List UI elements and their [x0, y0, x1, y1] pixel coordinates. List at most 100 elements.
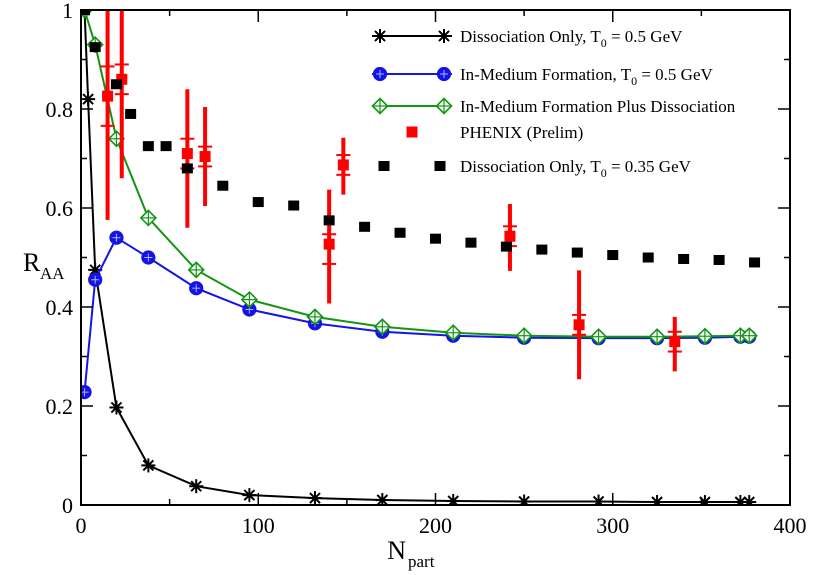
series-2	[81, 10, 758, 346]
data-point-stroke	[700, 496, 711, 505]
data-point	[102, 90, 114, 102]
data-point	[217, 180, 229, 191]
data-point	[740, 327, 758, 345]
y-tick-label: 0.4	[46, 295, 74, 320]
legend-marker-stroke	[374, 30, 386, 42]
data-point-stroke	[735, 496, 747, 505]
legend-marker	[435, 97, 453, 115]
y-tick-label: 0.6	[46, 196, 74, 221]
data-point	[373, 318, 391, 336]
data-point	[240, 290, 259, 309]
legend-label: In-Medium Formation, T0 = 0.5 GeV	[460, 65, 714, 88]
data-point-stroke	[652, 496, 663, 505]
data-point	[394, 227, 406, 238]
legend-label-main: In-Medium Formation, T	[460, 65, 632, 84]
series-3	[100, 10, 682, 380]
legend-entry-4: Dissociation Only, T0 = 0.35 GeV	[378, 157, 692, 180]
data-point	[189, 479, 204, 494]
data-point	[337, 159, 349, 171]
data-point	[571, 247, 583, 258]
data-point	[713, 254, 725, 265]
legend-label: In-Medium Formation Plus Dissociation	[460, 97, 736, 116]
data-point-stroke	[376, 494, 389, 505]
data-point	[697, 495, 712, 505]
x-tick-label: 300	[596, 513, 629, 538]
data-point	[110, 79, 122, 90]
data-point	[181, 148, 193, 160]
data-point-stroke	[82, 93, 94, 105]
legend-marker	[437, 29, 451, 43]
data-point	[589, 328, 608, 346]
legend-entry-2: In-Medium Formation Plus Dissociation	[371, 97, 736, 116]
series-4	[81, 10, 761, 268]
data-point	[430, 233, 441, 244]
legend-marker	[373, 29, 387, 43]
y-tick-label: 0.8	[46, 97, 74, 122]
legend: Dissociation Only, T0 = 0.5 GeVIn-Medium…	[371, 27, 736, 180]
data-point-stroke	[309, 492, 321, 504]
data-point	[749, 257, 761, 268]
y-axis-title-sub: AA	[40, 264, 65, 283]
data-point	[81, 10, 91, 15]
legend-label-sub: 0	[631, 74, 637, 88]
data-point	[648, 328, 666, 346]
data-point-stroke	[744, 496, 755, 505]
x-tick-label: 100	[242, 513, 275, 538]
data-point	[288, 200, 300, 211]
series-line	[83, 10, 750, 504]
data-point	[81, 385, 92, 400]
x-tick-label: 400	[774, 513, 807, 538]
legend-label: Dissociation Only, T0 = 0.5 GeV	[460, 27, 683, 50]
data-point	[141, 458, 156, 473]
legend-entry-0: Dissociation Only, T0 = 0.5 GeV	[372, 27, 683, 50]
legend-marker	[436, 66, 452, 82]
data-point	[504, 230, 516, 242]
legend-marker-stroke	[438, 30, 450, 42]
x-axis-title: N	[387, 536, 406, 565]
data-point	[515, 327, 533, 345]
data-point	[109, 400, 124, 415]
series-0	[81, 10, 757, 505]
data-point	[669, 336, 681, 348]
data-point	[306, 308, 324, 326]
data-point-stroke	[110, 401, 123, 414]
data-point	[89, 42, 101, 53]
legend-label-main: Dissociation Only, T	[460, 27, 601, 46]
data-point	[573, 319, 585, 331]
legend-entry-1: In-Medium Formation, T0 = 0.5 GeV	[372, 65, 714, 88]
legend-label: Dissociation Only, T0 = 0.35 GeV	[460, 157, 692, 180]
data-point	[141, 250, 156, 265]
legend-marker	[378, 161, 390, 171]
data-point	[199, 151, 211, 163]
data-point	[642, 252, 654, 263]
x-axis-title-sub: part	[408, 552, 435, 571]
legend-label-tail: = 0.35 GeV	[607, 157, 692, 176]
data-point-stroke	[89, 264, 101, 276]
legend-marker	[406, 126, 418, 138]
data-point-stroke	[142, 459, 155, 472]
data-point	[678, 253, 690, 264]
data-point-stroke	[190, 480, 202, 492]
data-point	[607, 250, 619, 261]
data-point	[323, 215, 335, 226]
data-point	[125, 108, 137, 119]
data-point	[536, 244, 548, 255]
y-tick-label: 0	[62, 493, 73, 518]
data-point	[142, 141, 154, 152]
data-point	[242, 488, 257, 503]
data-point	[189, 281, 204, 296]
legend-marker	[371, 97, 389, 115]
y-axis-title: R	[23, 248, 41, 277]
data-point	[181, 163, 193, 174]
tick-layer: 0 100 200 300 400 0 0.2 0.4 0.6 0.8 1	[46, 0, 807, 538]
legend-label-main: PHENIX (Prelim)	[460, 123, 583, 142]
legend-label-sub: 0	[601, 36, 607, 50]
legend-marker	[434, 161, 446, 171]
legend-label-main: In-Medium Formation Plus Dissociation	[460, 97, 736, 116]
legend-label-tail: = 0.5 GeV	[607, 27, 683, 46]
y-tick-label: 1	[62, 0, 73, 23]
data-point	[139, 209, 157, 227]
data-point	[307, 491, 322, 505]
